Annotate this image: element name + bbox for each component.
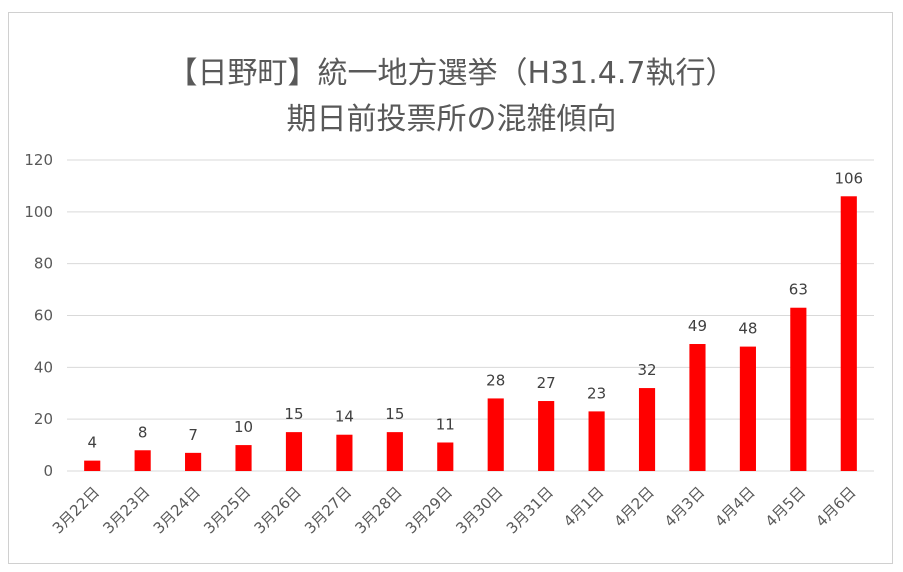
x-tick-label: 3月26日 xyxy=(251,483,305,537)
x-tick-label: 4月3日 xyxy=(661,483,708,530)
data-label: 15 xyxy=(284,405,303,423)
data-label: 27 xyxy=(537,374,556,392)
data-label: 23 xyxy=(587,384,606,402)
data-label: 28 xyxy=(486,371,505,389)
data-label: 15 xyxy=(385,405,404,423)
data-label: 4 xyxy=(87,434,97,452)
bar xyxy=(840,196,857,472)
gridlines xyxy=(67,159,874,472)
bar xyxy=(235,445,252,471)
x-tick-label: 3月22日 xyxy=(49,483,103,537)
x-tick-label: 3月27日 xyxy=(301,483,355,537)
x-tick-label: 3月23日 xyxy=(99,483,153,537)
x-tick-label: 3月31日 xyxy=(503,483,557,537)
bar xyxy=(134,450,151,471)
data-label: 32 xyxy=(637,361,656,379)
y-tick-label: 40 xyxy=(34,358,53,376)
data-label: 49 xyxy=(688,317,707,335)
bar xyxy=(437,442,454,471)
data-label: 11 xyxy=(436,415,455,433)
data-label: 10 xyxy=(234,418,253,436)
data-label: 8 xyxy=(138,423,148,441)
x-axis-tick-labels: 3月22日3月23日3月24日3月25日3月26日3月27日3月28日3月29日… xyxy=(49,483,860,537)
bar xyxy=(185,452,202,471)
x-tick-label: 3月25日 xyxy=(200,483,254,537)
bars xyxy=(84,196,857,472)
bar xyxy=(487,398,504,471)
y-tick-label: 100 xyxy=(24,203,53,221)
data-label: 106 xyxy=(834,169,863,187)
data-label: 48 xyxy=(738,320,757,338)
x-tick-label: 3月30日 xyxy=(452,483,506,537)
bar xyxy=(790,307,807,471)
x-tick-label: 3月28日 xyxy=(351,483,405,537)
y-tick-label: 80 xyxy=(34,255,53,273)
x-tick-label: 4月1日 xyxy=(560,483,607,530)
y-tick-label: 60 xyxy=(34,307,53,325)
bar xyxy=(386,432,403,471)
bar xyxy=(689,344,706,471)
x-tick-label: 4月2日 xyxy=(610,483,657,530)
bar xyxy=(588,411,605,471)
data-label: 7 xyxy=(188,426,198,444)
bar xyxy=(285,432,303,471)
y-tick-label: 20 xyxy=(34,410,53,428)
chart-frame: 【日野町】統一地方選挙（H31.4.7執行） 期日前投票所の混雑傾向 0 20 40… xyxy=(8,12,893,564)
bar xyxy=(84,460,101,471)
bar xyxy=(638,388,656,471)
x-tick-label: 4月6日 xyxy=(812,483,859,530)
bar xyxy=(336,434,353,471)
data-label: 14 xyxy=(335,408,354,426)
data-label: 63 xyxy=(789,281,808,299)
y-tick-label: 120 xyxy=(24,151,53,169)
bar xyxy=(538,401,555,471)
x-tick-label: 4月5日 xyxy=(762,483,809,530)
chart-title: 【日野町】統一地方選挙（H31.4.7執行） 期日前投票所の混雑傾向 xyxy=(167,56,736,137)
y-tick-label: 0 xyxy=(43,462,53,480)
y-axis-tick-labels: 0 20 40 60 80 100 120 xyxy=(24,151,53,480)
x-tick-label: 3月24日 xyxy=(150,483,204,537)
bar xyxy=(739,346,756,471)
x-tick-label: 4月4日 xyxy=(711,483,758,530)
x-tick-label: 3月29日 xyxy=(402,483,456,537)
